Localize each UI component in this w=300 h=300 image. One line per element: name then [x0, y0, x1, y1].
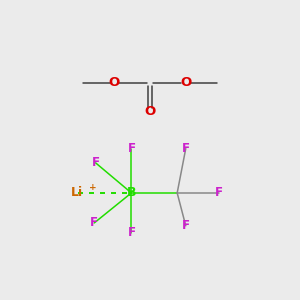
Text: F: F: [215, 186, 223, 200]
Text: F: F: [182, 142, 190, 155]
Text: F: F: [128, 142, 135, 155]
Text: +: +: [89, 183, 97, 192]
Text: O: O: [144, 105, 156, 118]
Text: Li: Li: [71, 186, 83, 200]
Text: O: O: [180, 76, 191, 89]
Text: F: F: [92, 156, 100, 170]
Text: O: O: [109, 76, 120, 89]
Text: F: F: [90, 217, 98, 230]
Text: F: F: [128, 226, 135, 239]
Text: F: F: [182, 219, 190, 232]
Text: B: B: [127, 186, 136, 200]
